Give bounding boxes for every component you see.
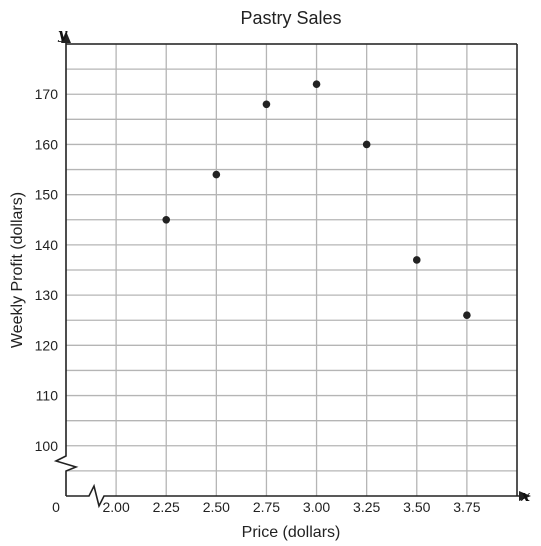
data-point (312, 80, 321, 88)
x-tick-label: 2.75 (253, 499, 280, 515)
y-tick-label: 140 (35, 237, 59, 253)
data-point (262, 100, 271, 109)
y-axis-label: Weekly Profit (dollars) (9, 192, 26, 348)
tick-labels: 2.00 2.25 2.50 2.75 3.00 3.25 3.50 3.75 100 110 12… (35, 86, 481, 515)
x-axis-line (66, 483, 525, 509)
y-tick-label: 150 (35, 187, 59, 203)
x-tick-label: 3.25 (353, 499, 380, 515)
y-tick-label: 100 (35, 438, 59, 454)
x-axis-label: Price (dollars) (242, 524, 341, 541)
data-point (463, 311, 471, 320)
axes (53, 31, 531, 509)
y-tick-label: 120 (35, 337, 59, 353)
y-tick-label: 170 (35, 86, 59, 102)
x-tick-label: 3.00 (303, 499, 330, 515)
y-tick-label: 130 (35, 287, 59, 303)
x-axis-letter: x (520, 487, 531, 505)
data-point (162, 215, 171, 224)
x-axis-arrow (519, 491, 531, 501)
grid-lines (66, 43, 518, 496)
y-tick-label: 110 (36, 388, 59, 404)
data-point (362, 140, 371, 149)
y-tick-label: 160 (35, 136, 59, 152)
data-point (412, 256, 421, 264)
x-tick-label: 3.75 (453, 499, 480, 515)
x-tick-label: 3.50 (403, 499, 430, 515)
origin-label: 0 (52, 499, 60, 515)
x-tick-label: 2.50 (203, 499, 230, 515)
x-tick-label: 2.25 (153, 499, 180, 515)
chart-title: Pastry Sales (240, 8, 341, 28)
data-point (212, 170, 221, 179)
y-axis-letter: y (57, 25, 68, 43)
data-points (162, 80, 471, 320)
y-axis-arrow (61, 31, 71, 43)
x-tick-label: 2.00 (102, 499, 129, 515)
y-axis-line (53, 38, 79, 496)
